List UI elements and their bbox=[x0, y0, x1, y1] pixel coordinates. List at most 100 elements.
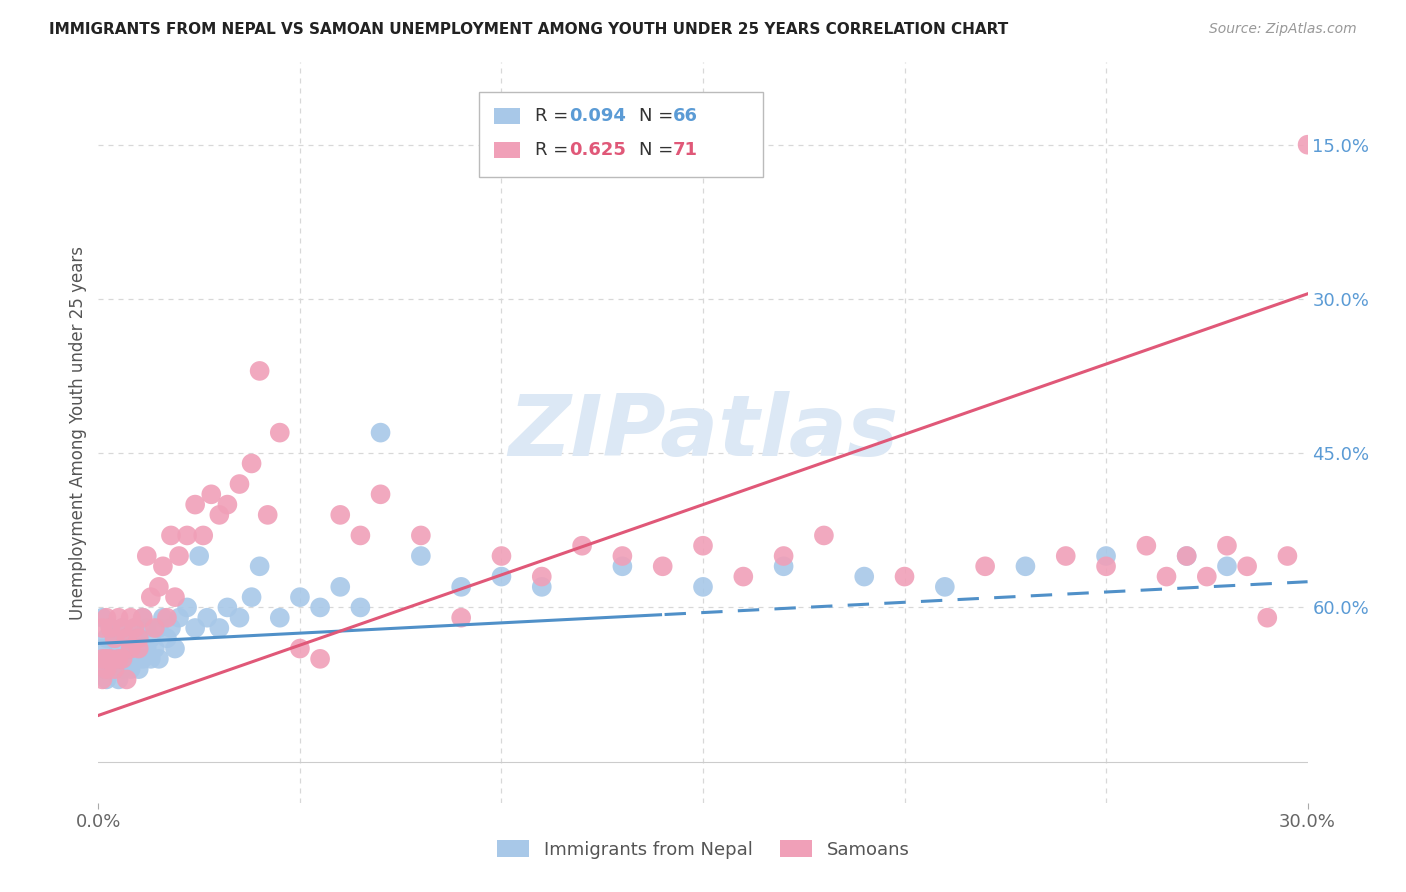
Point bbox=[107, 652, 129, 666]
Point bbox=[269, 611, 291, 625]
Point bbox=[1236, 559, 1258, 574]
Point bbox=[193, 528, 215, 542]
Point bbox=[813, 528, 835, 542]
Point bbox=[107, 652, 129, 666]
Point bbox=[450, 580, 472, 594]
Point bbox=[651, 559, 673, 574]
Point bbox=[132, 611, 155, 625]
Point bbox=[124, 621, 146, 635]
Point bbox=[256, 508, 278, 522]
Text: 0.094: 0.094 bbox=[569, 107, 626, 125]
Point bbox=[1135, 539, 1157, 553]
Y-axis label: Unemployment Among Youth under 25 years: Unemployment Among Youth under 25 years bbox=[69, 245, 87, 620]
Point bbox=[1256, 611, 1278, 625]
Point bbox=[96, 611, 118, 625]
Point bbox=[96, 632, 118, 646]
Point bbox=[1095, 549, 1118, 563]
Point bbox=[228, 611, 250, 625]
Point bbox=[103, 632, 125, 646]
Point bbox=[772, 559, 794, 574]
Point bbox=[188, 549, 211, 563]
Point bbox=[120, 641, 142, 656]
Point bbox=[772, 549, 794, 563]
Point bbox=[167, 549, 190, 563]
Point bbox=[370, 487, 392, 501]
Point bbox=[269, 425, 291, 440]
Point bbox=[1054, 549, 1077, 563]
Text: R =: R = bbox=[534, 141, 574, 159]
FancyBboxPatch shape bbox=[494, 142, 520, 158]
Point bbox=[143, 621, 166, 635]
Point bbox=[1014, 559, 1036, 574]
Point bbox=[107, 611, 129, 625]
Point bbox=[91, 621, 114, 635]
Point bbox=[349, 600, 371, 615]
Point bbox=[1277, 549, 1299, 563]
Point bbox=[100, 662, 122, 676]
Point bbox=[115, 632, 138, 646]
Point bbox=[111, 652, 134, 666]
Point bbox=[135, 621, 157, 635]
Point bbox=[530, 580, 553, 594]
Point bbox=[176, 600, 198, 615]
Point bbox=[135, 549, 157, 563]
Point bbox=[240, 590, 263, 604]
Point bbox=[91, 611, 114, 625]
Point bbox=[148, 580, 170, 594]
Point bbox=[103, 632, 125, 646]
Point bbox=[132, 611, 155, 625]
Point bbox=[152, 559, 174, 574]
Point bbox=[249, 559, 271, 574]
Point bbox=[288, 641, 311, 656]
Point bbox=[120, 662, 142, 676]
Point bbox=[132, 652, 155, 666]
Point bbox=[692, 539, 714, 553]
Point bbox=[309, 652, 332, 666]
Point bbox=[156, 632, 179, 646]
FancyBboxPatch shape bbox=[479, 92, 763, 178]
Text: Source: ZipAtlas.com: Source: ZipAtlas.com bbox=[1209, 22, 1357, 37]
Point bbox=[163, 590, 186, 604]
Point bbox=[409, 549, 432, 563]
Point bbox=[249, 364, 271, 378]
Point bbox=[115, 632, 138, 646]
Point bbox=[1195, 569, 1218, 583]
Point bbox=[163, 641, 186, 656]
Point bbox=[167, 611, 190, 625]
Point bbox=[1216, 539, 1239, 553]
Point bbox=[530, 569, 553, 583]
Point bbox=[96, 652, 118, 666]
Point bbox=[612, 549, 634, 563]
Point bbox=[208, 508, 231, 522]
FancyBboxPatch shape bbox=[494, 108, 520, 124]
Point bbox=[1175, 549, 1198, 563]
Point bbox=[96, 673, 118, 687]
Point bbox=[111, 621, 134, 635]
Point bbox=[96, 662, 118, 676]
Point bbox=[491, 569, 513, 583]
Point bbox=[100, 621, 122, 635]
Point bbox=[176, 528, 198, 542]
Text: 66: 66 bbox=[673, 107, 697, 125]
Point bbox=[135, 641, 157, 656]
Point bbox=[228, 477, 250, 491]
Point bbox=[692, 580, 714, 594]
Point bbox=[139, 632, 162, 646]
Point bbox=[128, 632, 150, 646]
Point bbox=[1095, 559, 1118, 574]
Point bbox=[103, 662, 125, 676]
Point bbox=[139, 590, 162, 604]
Point bbox=[156, 611, 179, 625]
Point bbox=[450, 611, 472, 625]
Point bbox=[91, 673, 114, 687]
Point bbox=[853, 569, 876, 583]
Point bbox=[100, 621, 122, 635]
Text: N =: N = bbox=[638, 107, 679, 125]
Text: ZIPatlas: ZIPatlas bbox=[508, 391, 898, 475]
Point bbox=[91, 652, 114, 666]
Point bbox=[217, 600, 239, 615]
Point bbox=[195, 611, 218, 625]
Point bbox=[96, 652, 118, 666]
Point bbox=[208, 621, 231, 635]
Point bbox=[115, 673, 138, 687]
